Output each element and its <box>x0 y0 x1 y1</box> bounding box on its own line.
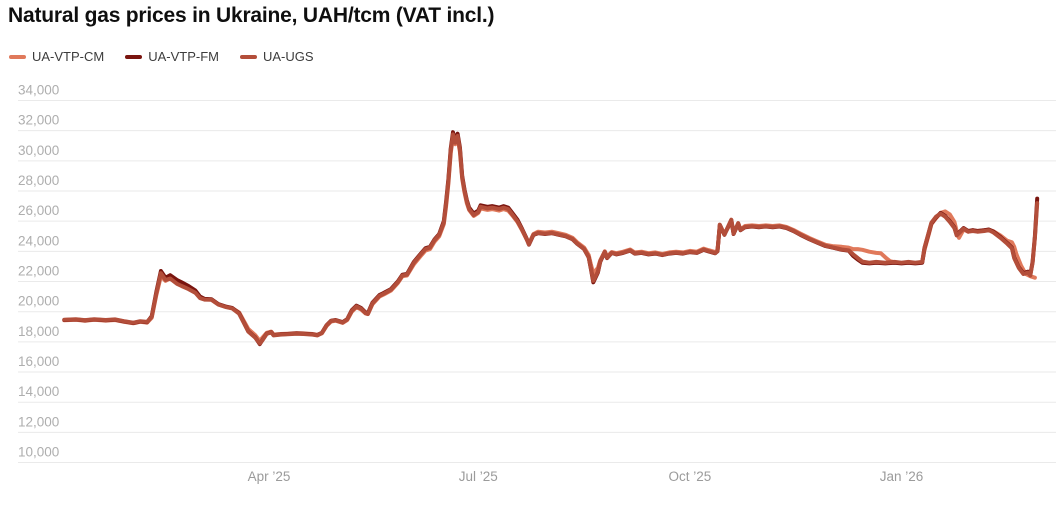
x-tick-label: Jul ’25 <box>459 469 498 484</box>
y-axis-labels: 34,000 32,000 30,000 28,000 26,000 24,000 22,0… <box>18 83 59 460</box>
y-tick-label: 30,000 <box>18 143 59 158</box>
legend-label-ua-ugs: UA-UGS <box>263 49 314 64</box>
legend-swatch-ua-ugs <box>240 54 257 59</box>
y-tick-label: 24,000 <box>18 233 59 248</box>
y-tick-label: 16,000 <box>18 354 59 369</box>
legend-item-ua-vtp-cm: UA-VTP-CM <box>9 49 104 64</box>
legend-label-ua-vtp-fm: UA-VTP-FM <box>148 49 219 64</box>
legend-swatch-ua-vtp-fm <box>125 54 143 59</box>
y-tick-label: 18,000 <box>18 324 59 339</box>
legend-item-ua-vtp-fm: UA-VTP-FM <box>125 49 219 64</box>
gridlines <box>18 100 1056 464</box>
chart-title: Natural gas prices in Ukraine, UAH/tcm (… <box>8 4 495 27</box>
y-tick-label: 28,000 <box>18 173 59 188</box>
x-axis-labels: Apr ’25 Jul ’25 Oct ’25 Jan ’26 <box>248 469 924 484</box>
legend-label-ua-vtp-cm: UA-VTP-CM <box>32 49 105 64</box>
series-line-ua-ugs <box>62 132 1040 346</box>
x-tick-label: Oct ’25 <box>669 469 712 484</box>
y-tick-label: 34,000 <box>18 83 59 98</box>
y-tick-label: 14,000 <box>18 384 59 399</box>
y-tick-label: 32,000 <box>18 113 59 128</box>
y-tick-label: 20,000 <box>18 294 59 309</box>
legend: UA-VTP-CM UA-VTP-FM UA-UGS <box>9 49 314 64</box>
x-tick-label: Jan ’26 <box>880 469 924 484</box>
y-tick-label: 22,000 <box>18 264 59 279</box>
y-tick-label: 12,000 <box>18 414 59 429</box>
x-tick-label: Apr ’25 <box>248 469 291 484</box>
series-line-ua-vtp-fm <box>62 130 1040 347</box>
y-tick-label: 26,000 <box>18 203 59 218</box>
legend-item-ua-ugs: UA-UGS <box>240 49 314 64</box>
legend-swatch-ua-vtp-cm <box>9 54 26 59</box>
series-line-ua-vtp-cm <box>62 134 1037 344</box>
y-tick-label: 10,000 <box>18 445 59 460</box>
